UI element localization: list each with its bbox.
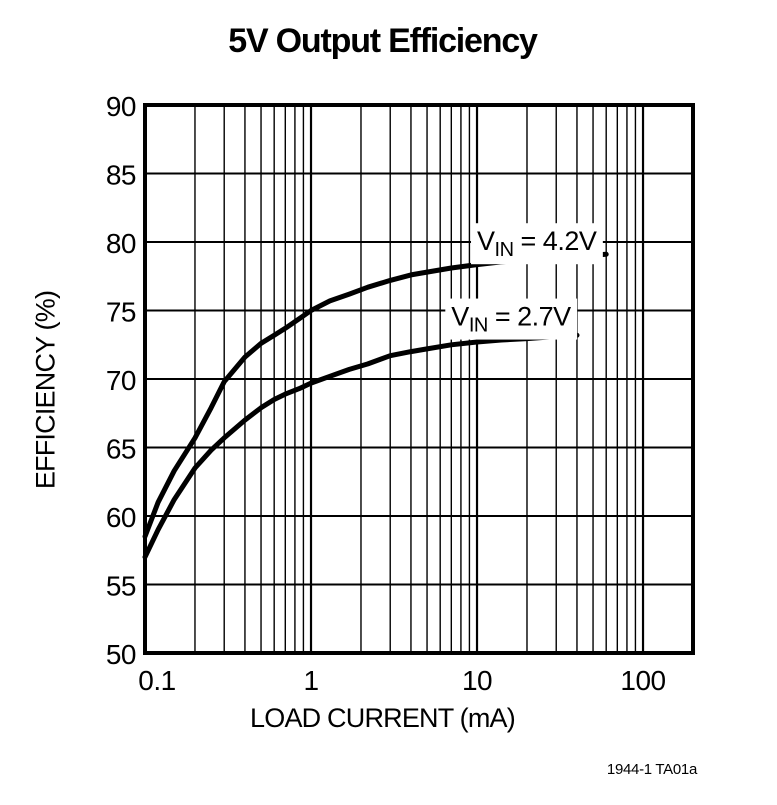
y-tick-label: 85	[106, 160, 136, 191]
y-tick-label: 65	[106, 434, 136, 465]
series-label-1: VIN = 2.7V	[445, 298, 578, 340]
plot-border	[143, 103, 695, 655]
x-tick-label: 100	[620, 665, 665, 696]
x-tick-label: 1	[303, 665, 318, 696]
x-tick-label: 0.1	[138, 665, 175, 696]
y-tick-label: 80	[106, 228, 136, 259]
curve-series-0	[142, 251, 609, 539]
y-axis-title: EFFICIENCY (%)	[30, 290, 61, 490]
series-label-backing	[445, 298, 578, 340]
x-axis-title: LOAD CURRENT (mA)	[250, 703, 516, 733]
figure-reference-code: 1944-1 TA01a	[606, 761, 697, 778]
y-tick-label: 60	[106, 502, 136, 533]
y-tick-label: 50	[106, 639, 136, 670]
series-label-text: VIN = 2.7V	[451, 302, 571, 337]
y-tick-label: 70	[106, 365, 136, 396]
y-tick-label: 90	[106, 91, 136, 122]
y-tick-labels: 50 55 60 65 70 75 80 85 90	[106, 91, 137, 670]
x-tick-labels: 0.1 1 10 100	[138, 665, 666, 696]
y-tick-label: 75	[106, 297, 136, 328]
series-label-text: VIN = 4.2V	[477, 226, 597, 261]
series-label-0: VIN = 4.2V	[471, 223, 603, 265]
chart-title: 5V Output Efficiency	[228, 22, 538, 60]
curve-series-1	[142, 332, 580, 560]
x-tick-label: 10	[462, 665, 492, 696]
y-tick-label: 55	[106, 571, 136, 602]
grid-horizontal	[145, 172, 693, 586]
series-label-backing	[471, 223, 603, 265]
